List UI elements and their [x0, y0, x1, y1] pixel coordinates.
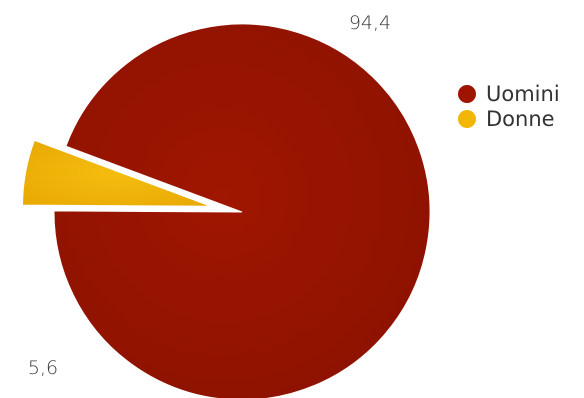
legend-item-donne[interactable]: Donne	[458, 107, 555, 131]
legend-swatch-uomini	[458, 85, 476, 103]
legend-swatch-donne	[458, 110, 476, 128]
legend-label-uomini: Uomini	[486, 82, 560, 106]
legend-label-donne: Donne	[486, 107, 555, 131]
pie-slice-uomini[interactable]	[53, 23, 431, 398]
pie-slice-donne[interactable]	[22, 139, 211, 207]
value-label-uomini: 94,4	[349, 12, 391, 34]
legend: Uomini Donne	[458, 82, 560, 131]
value-label-donne: 5,6	[28, 357, 58, 379]
legend-item-uomini[interactable]: Uomini	[458, 82, 560, 106]
